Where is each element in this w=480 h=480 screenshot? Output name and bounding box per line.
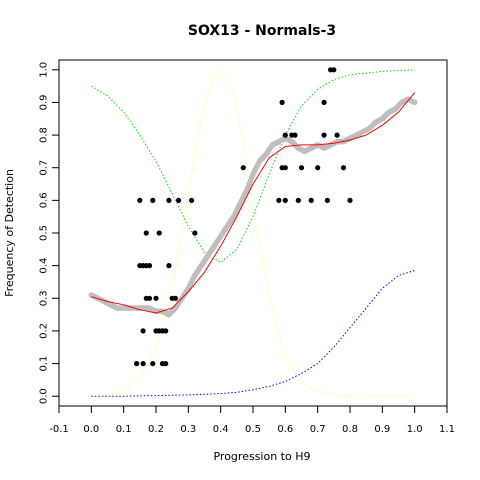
- x-tick-label: 0.9: [374, 424, 390, 435]
- data-point: [295, 197, 301, 203]
- x-tick-label: 0.4: [213, 424, 229, 435]
- x-tick-label: 1.1: [439, 424, 455, 435]
- blue-dotted-curve-layer: [91, 270, 415, 397]
- data-point: [192, 230, 198, 236]
- x-tick-label: -0.1: [49, 424, 69, 435]
- x-axis-label: Progression to H9: [213, 450, 310, 463]
- data-point: [308, 197, 314, 203]
- x-tick-label: 0.6: [277, 424, 293, 435]
- black-points-layer: [134, 67, 353, 367]
- y-tick-label: 0.6: [39, 192, 50, 208]
- data-point: [146, 263, 153, 269]
- red-fit-layer: [91, 92, 416, 314]
- yellow-dotted-curve: [91, 69, 415, 397]
- x-tick-label: 1.0: [407, 424, 423, 435]
- data-point: [150, 361, 156, 367]
- x-tick-label: 0.2: [148, 424, 164, 435]
- data-point: [279, 99, 285, 105]
- data-point: [347, 197, 353, 203]
- data-point: [163, 361, 169, 367]
- green-dotted-curve: [91, 69, 415, 264]
- data-point: [189, 197, 195, 203]
- x-tick-label: 0.1: [116, 424, 132, 435]
- data-point: [340, 165, 347, 171]
- data-point: [140, 361, 146, 367]
- data-point: [282, 165, 288, 171]
- y-axis: 0.0 0.1 0.2 0.3 0.4 0.5 0.6 0.7 0.8 0.9 1.0: [39, 62, 60, 404]
- data-point: [315, 165, 321, 171]
- data-point: [150, 197, 156, 203]
- data-point: [156, 230, 162, 236]
- y-tick-label: 0.1: [39, 356, 50, 372]
- y-tick-label: 0.3: [39, 290, 50, 306]
- data-point: [324, 197, 330, 203]
- x-tick-label: 0.7: [310, 424, 326, 435]
- data-point: [137, 197, 143, 203]
- x-tick-label: 0.8: [342, 424, 358, 435]
- data-point: [282, 197, 288, 203]
- blue-dotted-curve: [91, 270, 415, 397]
- x-tick-label: 0.5: [245, 424, 261, 435]
- data-point: [172, 295, 178, 301]
- grey-smooth-layer: [88, 96, 418, 318]
- data-point: [143, 230, 149, 236]
- data-point: [240, 165, 246, 171]
- yellow-dotted-curve-layer: [91, 69, 415, 397]
- chart-title: SOX13 - Normals-3: [188, 23, 336, 39]
- data-point: [276, 197, 282, 203]
- data-point: [334, 132, 340, 138]
- y-tick-label: 1.0: [39, 62, 50, 78]
- data-point: [166, 197, 172, 203]
- y-tick-label: 0.4: [39, 258, 50, 274]
- data-point: [321, 99, 327, 105]
- y-axis-label: Frequency of Detection: [3, 169, 16, 297]
- data-point: [153, 295, 159, 301]
- data-point: [166, 263, 172, 269]
- data-point: [140, 328, 146, 334]
- y-tick-label: 0.0: [39, 388, 50, 404]
- green-dotted-curve-layer: [91, 69, 415, 264]
- data-point: [298, 165, 305, 171]
- data-point: [292, 132, 298, 138]
- y-tick-label: 0.2: [39, 323, 50, 339]
- smooth-point: [411, 99, 418, 106]
- x-tick-label: 0.0: [83, 424, 99, 435]
- y-tick-label: 0.8: [39, 127, 50, 143]
- data-point: [282, 132, 288, 138]
- data-point: [176, 197, 182, 203]
- data-point: [146, 295, 153, 301]
- x-axis: -0.1 0.0 0.1 0.2 0.3 0.4 0.5 0.6 0.7 0.8 0.9 1.0 1.1: [49, 405, 455, 435]
- data-point: [321, 132, 327, 138]
- red-fit-curve: [91, 92, 416, 314]
- y-tick-label: 0.7: [39, 160, 50, 176]
- y-tick-label: 0.5: [39, 225, 50, 241]
- y-tick-label: 0.9: [39, 94, 50, 110]
- data-point: [331, 67, 337, 73]
- data-point: [163, 328, 169, 334]
- x-tick-label: 0.3: [180, 424, 196, 435]
- data-point: [134, 361, 140, 367]
